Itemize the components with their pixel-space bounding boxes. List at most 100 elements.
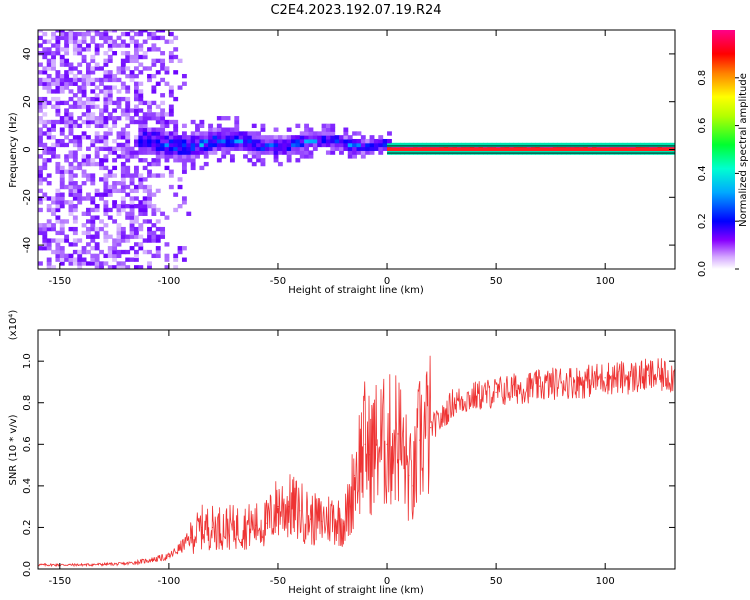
heatmap-cell [321,131,327,136]
heatmap-cell [68,177,74,182]
heatmap-cell [51,226,56,232]
heatmap-cell [90,238,96,243]
heatmap-cell [55,77,61,83]
heatmap-cell [90,66,96,71]
heatmap-cell [147,138,152,144]
heatmap-cell [474,142,480,148]
heatmap-cell [142,39,148,44]
heatmap-cell [142,100,148,106]
heatmap-cell [203,131,209,136]
heatmap-cell [112,116,118,121]
heatmap-cell [99,31,104,37]
spec-x-tick-label: -50 [270,276,286,287]
heatmap-cell [46,150,52,155]
heatmap-cell [103,234,109,239]
heatmap-cell [94,188,100,194]
heatmap-cell [90,39,96,44]
heatmap-cell [81,249,87,255]
heatmap-cell [648,150,654,155]
heatmap-cell [225,135,231,140]
heatmap-cell [622,150,628,155]
heatmap-cell [94,119,100,125]
heatmap-cell [85,261,91,266]
heatmap-cell [138,127,144,132]
heatmap-cell [168,146,174,151]
heatmap-cell [221,138,227,144]
heatmap-cell [155,249,161,255]
heatmap-cell [155,146,161,151]
spectrogram-x-ticks: -150 -100 -50 0 50 100 [48,30,615,287]
heatmap-cell [142,196,148,201]
spec-x-tick-label: 50 [490,276,503,287]
heatmap-cell [439,150,445,155]
heatmap-cell [72,31,78,37]
heatmap-cell [64,100,70,106]
heatmap-cell [81,77,87,83]
heatmap-cell [77,123,83,129]
heatmap-cell [68,203,74,209]
heatmap-cell [417,150,423,155]
heatmap-cell [160,30,166,33]
heatmap-cell [212,135,218,140]
heatmap-cell [81,261,87,266]
heatmap-cell [107,265,113,269]
heatmap-cell [190,158,196,163]
heatmap-cell [94,246,100,251]
heatmap-cell [548,142,554,148]
heatmap-cell [116,35,122,41]
heatmap-cell [55,203,61,209]
heatmap-cell [81,119,87,125]
heatmap-cell [103,203,109,209]
heatmap-cell [72,158,78,163]
heatmap-cell [116,131,122,136]
heatmap-cell [657,150,663,155]
snr-point [201,526,203,529]
heatmap-cell [352,150,357,155]
heatmap-cell [129,177,135,182]
heatmap-cell [77,116,83,121]
heatmap-cell [77,62,83,67]
heatmap-cell [77,184,83,190]
heatmap-cell [99,89,104,94]
heatmap-cell [522,142,528,148]
heatmap-cell [138,207,144,213]
heatmap-cell [112,123,118,129]
heatmap-cell [203,138,209,144]
heatmap-cell [64,119,70,125]
heatmap-cell [190,142,196,148]
heatmap-cell [312,135,318,140]
heatmap-cell [94,47,100,52]
heatmap-cell [51,146,56,151]
heatmap-cell [286,158,292,163]
heatmap-cell [85,234,91,239]
heatmap-cell [304,135,310,140]
heatmap-cell [94,30,100,33]
heatmap-cell [55,169,61,174]
heatmap-cell [107,100,113,106]
heatmap-cell [90,116,96,121]
heatmap-cell [565,150,571,155]
heatmap-cell [68,211,74,216]
heatmap-cell [177,184,183,190]
heatmap-cell [120,112,126,117]
heatmap-cell [64,169,70,174]
heatmap-cell [46,51,52,56]
heatmap-cell [168,93,174,98]
heatmap-cell [587,150,593,155]
heatmap-cell [308,135,314,140]
heatmap-cell [142,200,148,205]
heatmap-cell [103,261,109,266]
heatmap-cell [229,158,235,163]
heatmap-cell [195,154,200,159]
heatmap-cell [125,154,131,159]
heatmap-cell [55,257,61,262]
heatmap-cell [391,142,397,148]
heatmap-cell [72,249,78,255]
heatmap-cell [160,226,166,232]
heatmap-cell [85,96,91,102]
heatmap-cell [155,70,161,75]
heatmap-cell [107,58,113,64]
heatmap-cell [138,223,144,228]
heatmap-cell [173,146,179,151]
heatmap-cell [72,81,78,86]
